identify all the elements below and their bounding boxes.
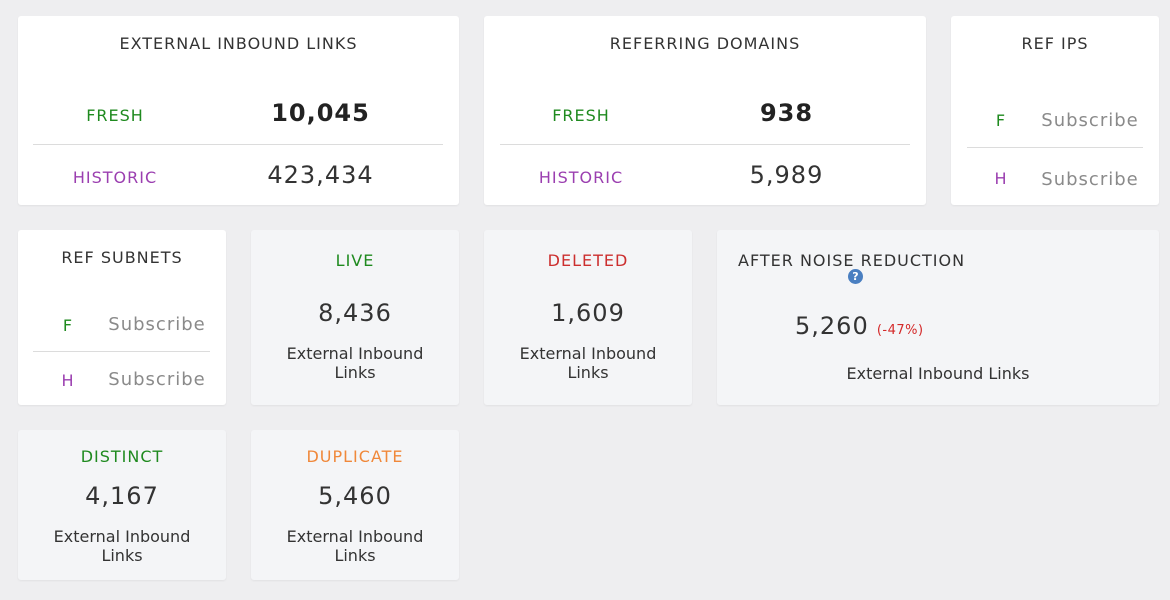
- live-caption: External Inbound Links: [286, 344, 424, 382]
- distinct-value[interactable]: 4,167: [85, 482, 159, 510]
- card-title: REF SUBNETS: [61, 248, 183, 267]
- deleted-title: DELETED: [547, 251, 629, 270]
- subscribe-link[interactable]: Subscribe: [108, 314, 206, 335]
- noise-caption: External Inbound Links: [846, 364, 1030, 383]
- noise-title: AFTER NOISE REDUCTION: [738, 251, 966, 270]
- live-value[interactable]: 8,436: [318, 299, 392, 327]
- duplicate-card: DUPLICATE 5,460 External Inbound Links: [251, 430, 459, 580]
- f-label: F: [995, 111, 1007, 130]
- f-label: F: [62, 316, 74, 335]
- distinct-caption: External Inbound Links: [53, 527, 191, 565]
- historic-value[interactable]: 5,989: [749, 161, 824, 189]
- historic-value[interactable]: 423,434: [267, 161, 374, 189]
- divider: [500, 144, 910, 145]
- historic-label: HISTORIC: [72, 168, 158, 187]
- subscribe-link[interactable]: Subscribe: [108, 369, 206, 390]
- ref-ips-card: REF IPS F Subscribe H Subscribe: [951, 16, 1159, 205]
- duplicate-caption: External Inbound Links: [286, 527, 424, 565]
- h-label: H: [994, 169, 1008, 188]
- duplicate-title: DUPLICATE: [306, 447, 404, 466]
- historic-label: HISTORIC: [538, 168, 624, 187]
- fresh-value[interactable]: 10,045: [271, 99, 370, 127]
- fresh-label: FRESH: [552, 106, 610, 125]
- deleted-value[interactable]: 1,609: [551, 299, 625, 327]
- help-icon[interactable]: ?: [848, 269, 863, 284]
- divider: [33, 351, 210, 352]
- distinct-card: DISTINCT 4,167 External Inbound Links: [18, 430, 226, 580]
- divider: [967, 147, 1143, 148]
- card-title: EXTERNAL INBOUND LINKS: [119, 34, 358, 53]
- distinct-title: DISTINCT: [80, 447, 164, 466]
- fresh-value[interactable]: 938: [759, 99, 814, 127]
- noise-reduction-card: AFTER NOISE REDUCTION ? 5,260 (-47%) Ext…: [717, 230, 1159, 405]
- external-inbound-links-card: EXTERNAL INBOUND LINKS FRESH 10,045 HIST…: [18, 16, 459, 205]
- divider: [33, 144, 443, 145]
- deleted-caption: External Inbound Links: [519, 344, 657, 382]
- ref-subnets-card: REF SUBNETS F Subscribe H Subscribe: [18, 230, 226, 405]
- card-title: REFERRING DOMAINS: [609, 34, 801, 53]
- noise-value-row: 5,260 (-47%): [795, 312, 924, 340]
- noise-value[interactable]: 5,260: [795, 312, 869, 340]
- referring-domains-card: REFERRING DOMAINS FRESH 938 HISTORIC 5,9…: [484, 16, 926, 205]
- deleted-card: DELETED 1,609 External Inbound Links: [484, 230, 692, 405]
- noise-change-badge: (-47%): [876, 323, 924, 338]
- live-card: LIVE 8,436 External Inbound Links: [251, 230, 459, 405]
- duplicate-value[interactable]: 5,460: [318, 482, 392, 510]
- subscribe-link[interactable]: Subscribe: [1041, 169, 1139, 190]
- live-title: LIVE: [335, 251, 375, 270]
- h-label: H: [61, 371, 75, 390]
- fresh-label: FRESH: [86, 106, 144, 125]
- subscribe-link[interactable]: Subscribe: [1041, 110, 1139, 131]
- card-title: REF IPS: [1021, 34, 1089, 53]
